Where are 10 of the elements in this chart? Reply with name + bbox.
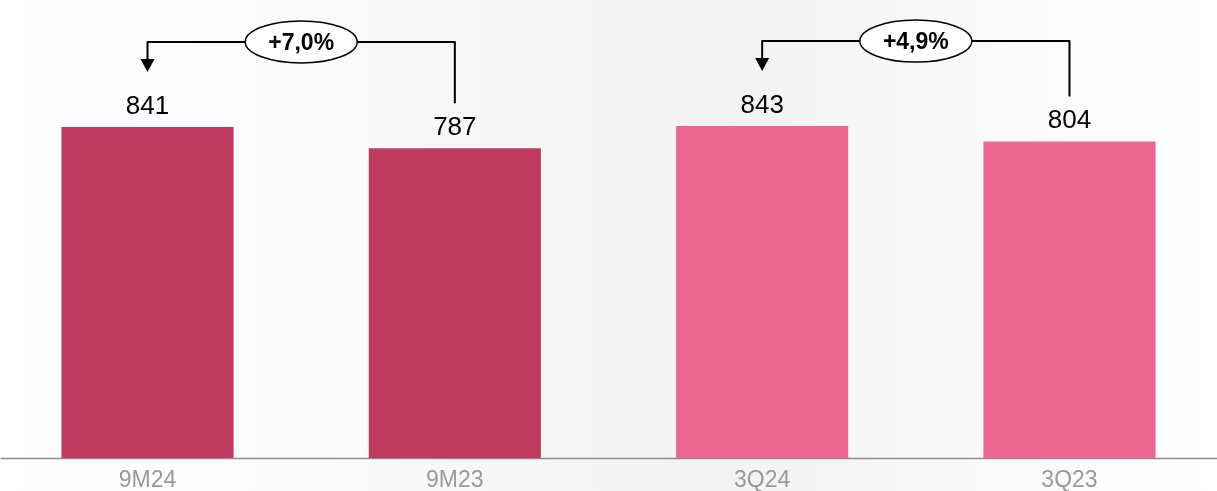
data-label: 787 [433,111,477,142]
x-tick-label: 3Q24 [734,465,791,491]
x-tick-label: 9M24 [118,465,177,491]
data-label: 804 [1047,104,1092,135]
text: +4,9% [882,28,949,55]
data-label: 843 [740,89,784,120]
data-label: 841 [125,89,170,120]
x-tick-label: 9M23 [426,465,484,491]
text: +7,0% [268,28,335,55]
x-tick-label: 3Q23 [1041,465,1098,491]
